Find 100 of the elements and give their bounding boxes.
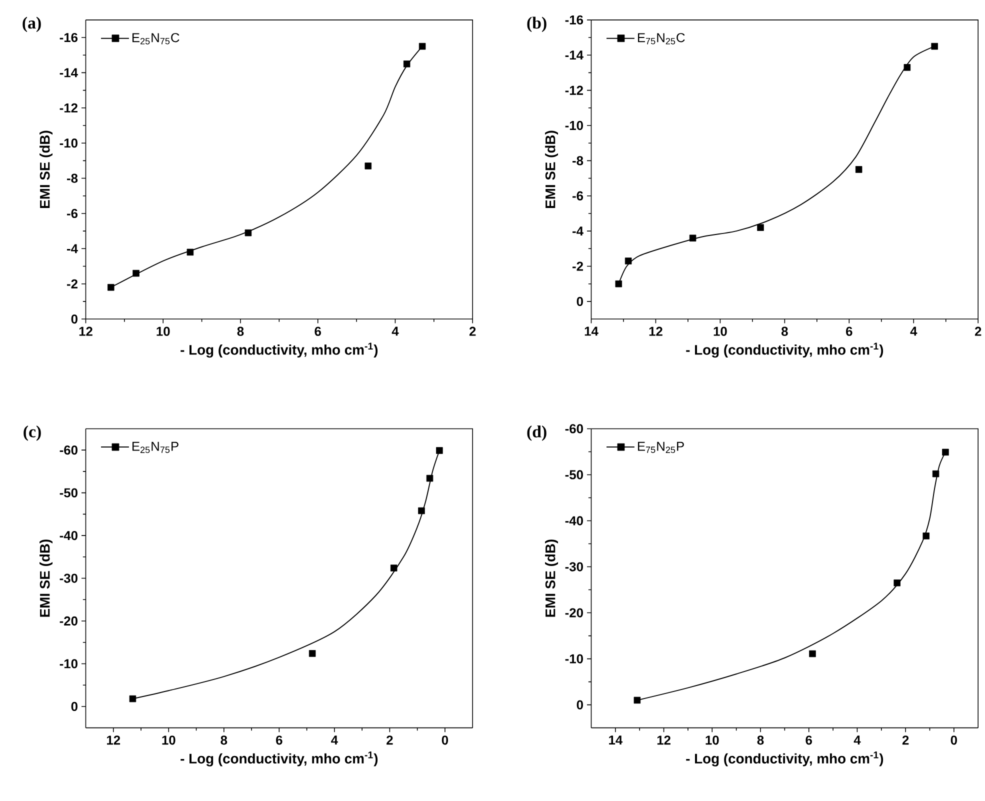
x-tick-label: 12 xyxy=(649,326,662,336)
y-tick-label: -6 xyxy=(572,191,584,201)
point xyxy=(403,60,410,68)
y-axis-title: EMI SE (dB) xyxy=(545,130,558,208)
point xyxy=(809,650,816,658)
point xyxy=(186,248,194,256)
x-tick-label: 10 xyxy=(162,736,176,745)
y-tick-label: -8 xyxy=(67,174,78,184)
point xyxy=(418,43,426,50)
x-tick-label: 4 xyxy=(392,326,399,336)
y-tick-label: -6 xyxy=(67,209,78,218)
x-axis-title: - Log (conductivity, mho cm$^{-1}$) xyxy=(180,752,378,767)
y-tick-label: 0 xyxy=(576,700,583,710)
point xyxy=(244,230,252,236)
x-tick-label: 14 xyxy=(609,736,623,745)
point xyxy=(757,224,764,232)
point xyxy=(364,162,372,170)
x-tick-label: 2 xyxy=(902,736,909,745)
y-tick-label: -10 xyxy=(565,121,583,130)
x-tick-label: 12 xyxy=(79,326,92,336)
x-tick-label: 6 xyxy=(276,736,282,745)
chart-title: (d) xyxy=(527,426,546,442)
y-axis-title: EMI SE (dB) xyxy=(40,540,53,617)
y-tick-label: -8 xyxy=(572,156,584,166)
x-axis-title: - Log (conductivity, mho cm$^{-1}$) xyxy=(686,342,884,358)
point xyxy=(615,280,622,288)
y-tick-label: -4 xyxy=(67,244,78,254)
point xyxy=(132,270,140,277)
x-tick-label: 0 xyxy=(442,736,448,745)
point xyxy=(436,447,443,454)
point xyxy=(418,508,425,514)
y-tick-label: 0 xyxy=(71,314,78,324)
y-tick-label: -16 xyxy=(565,16,584,25)
point xyxy=(390,564,398,572)
x-tick-label: 10 xyxy=(706,736,719,745)
legend-label: E$_{25}$N$_{75}$C xyxy=(132,33,180,45)
point xyxy=(922,532,930,540)
y-tick-label: -20 xyxy=(565,608,583,618)
point xyxy=(108,284,114,291)
point xyxy=(689,234,696,242)
legend-label: E$_{25}$N$_{75}$P xyxy=(132,442,178,454)
x-tick-label: 2 xyxy=(469,326,476,336)
x-tick-label: 10 xyxy=(714,326,727,336)
y-tick-label: -12 xyxy=(60,104,78,113)
x-tick-label: 8 xyxy=(781,326,788,336)
y-tick-label: -50 xyxy=(60,488,78,498)
x-tick-label: 10 xyxy=(156,326,170,336)
y-tick-label: 0 xyxy=(576,297,583,306)
y-tick-label: -14 xyxy=(60,68,78,78)
x-axis-title: - Log (conductivity, mho cm$^{-1}$) xyxy=(180,342,378,358)
chart-title: (c) xyxy=(24,426,41,442)
x-tick-label: 6 xyxy=(806,736,812,745)
x-tick-label: 6 xyxy=(846,326,852,336)
point xyxy=(624,258,632,265)
point xyxy=(426,475,434,482)
y-tick-label: -60 xyxy=(60,446,78,455)
legend-label: E$_{75}$N$_{25}$C xyxy=(638,33,685,45)
point xyxy=(129,696,136,702)
y-tick-label: -14 xyxy=(565,50,584,60)
point xyxy=(634,697,641,704)
x-tick-label: 8 xyxy=(220,736,228,745)
x-tick-label: 8 xyxy=(757,736,764,745)
point xyxy=(931,43,938,50)
y-tick-label: -30 xyxy=(565,562,583,572)
chart-title: (b) xyxy=(527,16,546,32)
y-tick-label: -2 xyxy=(572,262,583,271)
y-tick-label: -4 xyxy=(572,226,584,236)
x-tick-label: 6 xyxy=(314,326,321,336)
y-tick-label: -40 xyxy=(60,531,78,540)
x-axis-title: - Log (conductivity, mho cm$^{-1}$) xyxy=(686,752,884,767)
y-tick-label: -60 xyxy=(565,424,583,434)
y-tick-label: -2 xyxy=(67,280,78,289)
y-axis-title: EMI SE (dB) xyxy=(545,540,558,617)
x-tick-label: 8 xyxy=(237,326,244,336)
x-tick-label: 4 xyxy=(331,736,338,745)
point xyxy=(894,580,900,586)
y-tick-label: -50 xyxy=(565,470,583,480)
x-tick-label: 2 xyxy=(386,736,393,745)
y-tick-label: 0 xyxy=(71,702,78,712)
x-tick-label: 14 xyxy=(584,326,598,336)
x-tick-label: 12 xyxy=(657,736,670,745)
y-tick-label: -10 xyxy=(565,654,583,664)
y-axis-title: EMI SE (dB) xyxy=(40,130,53,208)
y-tick-label: -10 xyxy=(60,138,78,148)
y-tick-label: -12 xyxy=(565,86,583,95)
x-tick-label: 12 xyxy=(107,736,120,745)
x-tick-label: 4 xyxy=(854,736,861,745)
point xyxy=(904,64,911,71)
chart-title: (a) xyxy=(22,16,41,32)
point xyxy=(932,470,940,478)
legend-label: E$_{75}$N$_{25}$P xyxy=(638,442,684,454)
point xyxy=(308,650,316,658)
y-tick-label: -40 xyxy=(565,516,583,526)
x-tick-label: 4 xyxy=(910,326,918,336)
x-tick-label: 2 xyxy=(974,326,982,336)
point xyxy=(942,449,949,456)
point xyxy=(855,166,862,174)
y-tick-label: -16 xyxy=(60,33,78,42)
y-tick-label: -20 xyxy=(60,616,78,626)
y-tick-label: -30 xyxy=(60,574,78,584)
